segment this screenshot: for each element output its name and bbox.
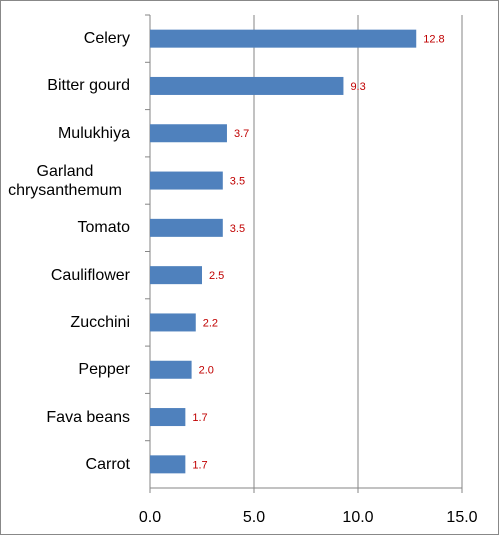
x-tick-label: 0.0 [139, 509, 161, 526]
y-tick-label: Mulukhiya [57, 124, 130, 142]
value-label: 2.5 [209, 270, 224, 282]
y-tick-label: Fava beans [46, 408, 130, 426]
bar [150, 124, 227, 143]
value-label: 9.3 [350, 81, 365, 93]
value-label: 3.7 [234, 128, 249, 140]
y-tick-label: Pepper [78, 361, 130, 379]
bar [150, 360, 192, 379]
value-label: 2.0 [199, 365, 214, 377]
x-tick-label: 10.0 [342, 509, 373, 526]
value-label: 2.2 [203, 317, 218, 329]
y-tick-label: Zucchini [70, 313, 130, 331]
x-tick-label: 5.0 [243, 509, 265, 526]
y-tick-label: Bitter gourd [47, 77, 130, 95]
value-label: 3.5 [230, 175, 245, 187]
x-tick-label: 15.0 [446, 509, 477, 526]
value-label: 3.5 [230, 223, 245, 235]
y-tick-label: Garland chrysanthemum [8, 162, 122, 199]
y-tick-label: Carrot [85, 455, 130, 473]
y-tick-label: Tomato [77, 219, 130, 237]
bar [150, 218, 223, 237]
bar [150, 408, 186, 427]
bar [150, 266, 202, 285]
bar [150, 313, 196, 332]
value-label: 12.8 [423, 34, 444, 46]
value-label: 1.7 [192, 459, 207, 471]
bar [150, 29, 417, 48]
bar [150, 76, 344, 95]
bar [150, 455, 186, 474]
bar [150, 171, 223, 190]
y-tick-label: Celery [83, 30, 130, 48]
value-label: 1.7 [192, 412, 207, 424]
y-tick-label: Cauliflower [50, 266, 130, 284]
